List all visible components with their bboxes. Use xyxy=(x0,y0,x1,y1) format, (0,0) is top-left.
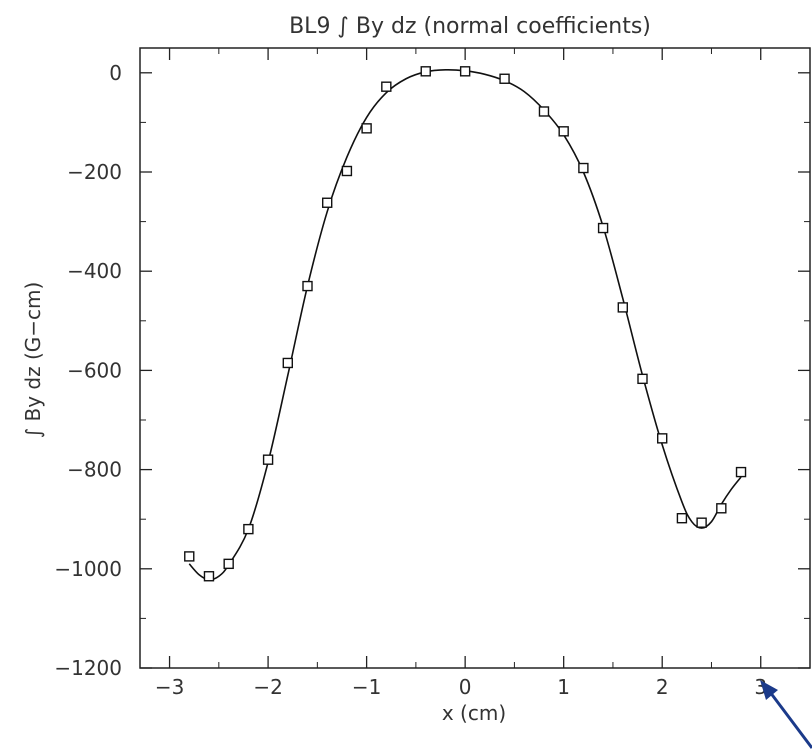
data-point-marker xyxy=(696,517,707,528)
annotation-arrow xyxy=(760,680,812,749)
data-point-marker xyxy=(184,551,195,562)
data-point-marker xyxy=(262,454,274,465)
data-point-marker xyxy=(597,222,609,234)
data-point-marker xyxy=(735,466,747,478)
fit-curve xyxy=(188,68,742,581)
data-point-marker xyxy=(322,197,333,208)
y-tick-label: −400 xyxy=(67,259,122,283)
arrow-shaft xyxy=(768,691,812,749)
fit-curve-layer xyxy=(188,68,742,581)
x-tick-label: −1 xyxy=(352,675,381,699)
data-point-marker xyxy=(361,123,372,134)
y-tick-label: 0 xyxy=(109,61,122,85)
x-tick-label: 0 xyxy=(459,675,472,699)
data-point-marker xyxy=(716,503,727,514)
data-point-marker xyxy=(341,165,353,177)
data-point-marker xyxy=(637,373,648,385)
x-tick-label: 2 xyxy=(656,675,669,699)
data-point-marker xyxy=(617,302,628,313)
arrow-head xyxy=(760,680,778,700)
data-point-marker xyxy=(676,513,688,524)
data-point-marker xyxy=(657,433,668,444)
x-tick-label: 1 xyxy=(557,675,570,699)
y-axis-title: ∫ By dz (G−cm) xyxy=(21,282,45,439)
data-markers xyxy=(184,66,747,582)
x-tick-label: −3 xyxy=(155,675,184,699)
axes: −3 −2 −1 0 1 2 30−200−400−600−800−1000−1200 xyxy=(54,47,811,699)
y-tick-label: −200 xyxy=(67,160,122,184)
data-point-marker xyxy=(282,357,293,369)
data-point-marker xyxy=(243,523,254,535)
chart-title: BL9 ∫ By dz (normal coefficients) xyxy=(289,14,651,39)
data-point-marker xyxy=(420,66,431,77)
x-axis-title: x (cm) xyxy=(442,701,506,725)
y-tick-label: −600 xyxy=(67,358,122,382)
y-tick-label: −1200 xyxy=(54,656,122,680)
data-point-marker xyxy=(499,73,510,84)
x-tick-label: −2 xyxy=(253,675,282,699)
data-point-marker xyxy=(538,106,550,117)
data-point-marker xyxy=(578,162,589,174)
plot-frame xyxy=(139,47,811,669)
data-point-marker xyxy=(558,126,569,137)
data-point-marker xyxy=(223,558,234,570)
y-tick-label: −1000 xyxy=(54,557,122,581)
data-point-marker xyxy=(381,81,392,92)
data-point-marker xyxy=(459,66,471,77)
data-point-marker xyxy=(203,571,215,582)
data-point-marker xyxy=(302,280,313,292)
y-tick-label: −800 xyxy=(67,458,122,482)
